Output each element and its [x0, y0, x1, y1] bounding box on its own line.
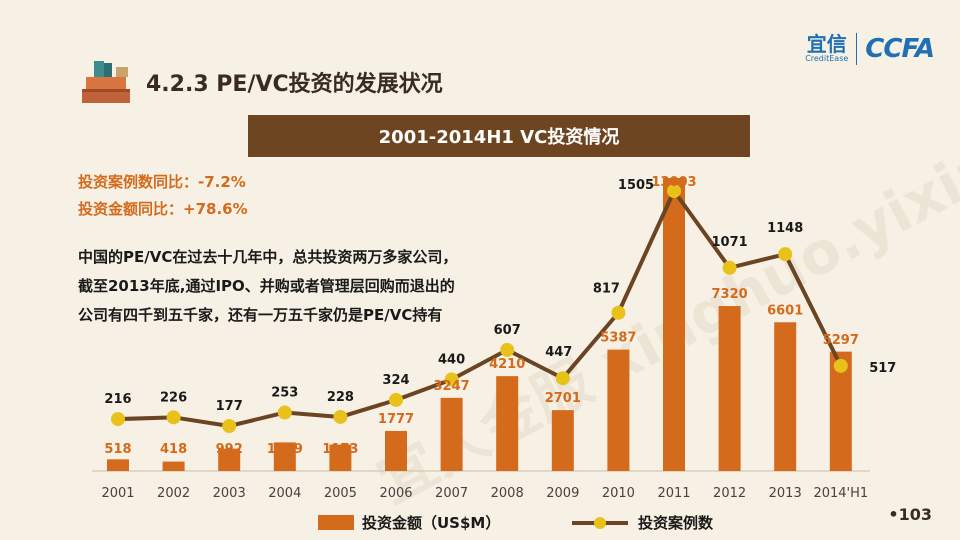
x-tick-2003: 2003 — [213, 486, 246, 501]
line-point-2004 — [277, 405, 292, 420]
line-label-2006: 324 — [382, 373, 409, 388]
page-number: •103 — [888, 505, 932, 524]
logo-chinese: 宜信 — [806, 32, 847, 56]
line-label-2009: 447 — [545, 345, 572, 360]
bar-2005 — [329, 444, 352, 471]
bar-label-2011: 13003 — [651, 175, 696, 190]
ccfa-logo: CCFA — [865, 34, 935, 64]
chart-banner: 2001-2014H1 VC投资情况 — [248, 115, 750, 157]
line-point-2009 — [555, 371, 570, 386]
x-tick-2013: 2013 — [769, 486, 802, 501]
line-label-2002: 226 — [160, 390, 187, 405]
line-label-2012: 1071 — [712, 235, 748, 250]
bar-2012 — [718, 306, 741, 471]
x-tick-2005: 2005 — [324, 486, 357, 501]
line-label-2014'H1: 517 — [869, 361, 896, 376]
line-point-2011 — [667, 184, 681, 198]
x-tick-2007: 2007 — [435, 486, 468, 501]
bar-label-2005: 1173 — [322, 442, 358, 457]
bar-2001 — [107, 459, 129, 471]
x-tick-2006: 2006 — [379, 486, 412, 501]
bar-label-2001: 518 — [104, 442, 131, 457]
bar-2009 — [551, 410, 574, 471]
x-tick-2002: 2002 — [157, 486, 190, 501]
bar-label-2003: 992 — [216, 442, 243, 457]
bar-label-2013: 6601 — [767, 303, 803, 318]
line-point-2001 — [111, 412, 125, 427]
legend-line-label: 投资案例数 — [638, 514, 714, 532]
line-point-2007 — [444, 372, 459, 387]
line-point-2012 — [722, 260, 737, 275]
company-logo: 宜信 CreditEase CCFA — [805, 33, 935, 65]
bar-label-2012: 7320 — [712, 287, 748, 302]
bar-label-2010: 5387 — [600, 331, 636, 346]
line-label-2008: 607 — [494, 323, 521, 338]
legend-bar-label: 投资金额（US$M） — [362, 514, 500, 532]
line-point-2006 — [389, 392, 403, 407]
x-tick-2011: 2011 — [657, 486, 690, 501]
bar-2007 — [440, 397, 463, 471]
bar-2004 — [273, 442, 296, 471]
description-text: 中国的PE/VC在过去十几年中，总共投资两万多家公司，截至2013年底,通过IP… — [78, 248, 458, 324]
bar-2014'H1 — [829, 351, 852, 471]
line-label-2010: 817 — [593, 282, 620, 297]
x-tick-2004: 2004 — [268, 486, 301, 501]
line-point-2014'H1 — [833, 358, 848, 373]
x-tick-2010: 2010 — [602, 486, 635, 501]
x-tick-2008: 2008 — [491, 486, 524, 501]
line-label-2007: 440 — [438, 352, 465, 367]
yoy-count-text: 投资案例数同比：-7.2% — [78, 173, 246, 191]
case-count-line — [117, 189, 843, 428]
line-label-2005: 228 — [327, 390, 354, 405]
bar-2013 — [774, 322, 797, 471]
line-point-2008 — [500, 342, 515, 357]
line-label-2011: 1505 — [618, 178, 654, 193]
x-tick-2001: 2001 — [101, 486, 134, 501]
bar-2011 — [663, 178, 685, 471]
legend-line-marker — [594, 517, 606, 529]
line-point-2005 — [333, 409, 348, 424]
bar-label-2009: 2701 — [545, 391, 581, 406]
line-label-2004: 253 — [271, 386, 298, 401]
x-tick-2014'H1: 2014'H1 — [813, 486, 868, 501]
bar-2010 — [607, 349, 630, 471]
line-point-2010 — [611, 305, 626, 320]
legend-bar-swatch — [318, 515, 354, 530]
books-icon — [82, 61, 130, 103]
bar-label-2008: 4210 — [489, 357, 525, 372]
bar-label-2002: 418 — [160, 442, 187, 457]
creditease-logo: 宜信 CreditEase — [805, 34, 848, 64]
page-title-area: 4.2.3 PE/VC投资的发展状况 — [80, 57, 443, 107]
line-label-2013: 1148 — [767, 221, 803, 236]
line-label-2003: 177 — [216, 399, 243, 414]
x-tick-2009: 2009 — [546, 486, 579, 501]
bar-label-2014'H1: 5297 — [823, 333, 859, 348]
bar-label-2006: 1777 — [378, 412, 414, 427]
x-tick-2012: 2012 — [713, 486, 746, 501]
bar-2003 — [218, 448, 241, 471]
logo-divider — [856, 33, 858, 65]
line-point-2002 — [166, 410, 181, 425]
line-label-2001: 216 — [104, 392, 131, 407]
yoy-amount-text: 投资金额同比：+78.6% — [78, 200, 248, 218]
bar-2006 — [385, 430, 407, 471]
bar-label-2007: 3247 — [434, 379, 470, 394]
line-point-2003 — [222, 419, 237, 433]
page-title: 4.2.3 PE/VC投资的发展状况 — [146, 72, 443, 97]
line-point-2013 — [778, 247, 793, 262]
logo-english: CreditEase — [805, 54, 849, 63]
bar-label-2004: 1269 — [267, 442, 303, 457]
bar-2002 — [162, 461, 185, 471]
bar-2008 — [496, 376, 519, 471]
